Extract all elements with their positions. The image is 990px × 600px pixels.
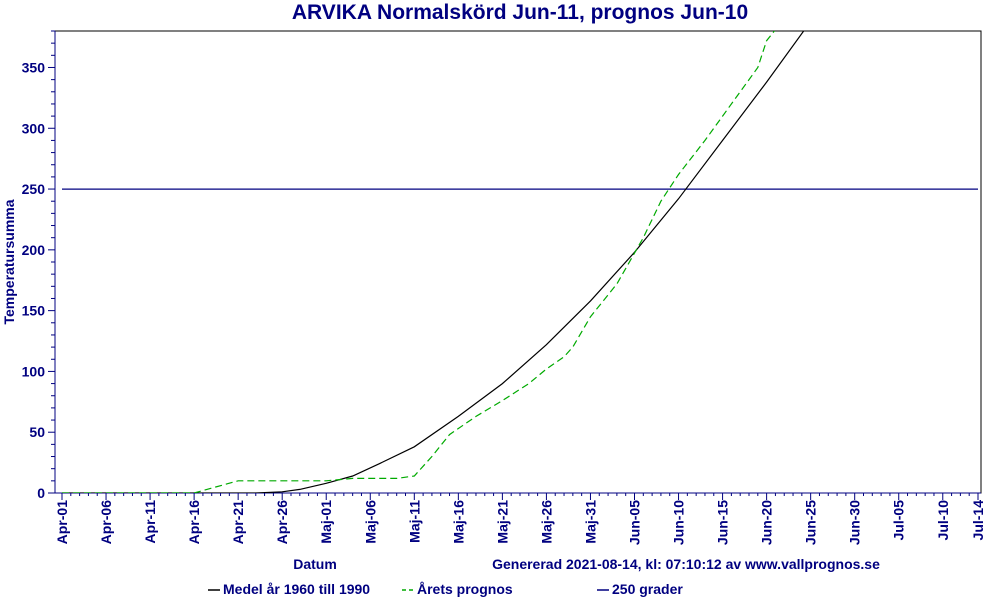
y-axis-label: Temperatursumma — [1, 199, 17, 324]
x-tick-label: Maj-16 — [450, 500, 466, 544]
x-tick-label: Apr-11 — [142, 500, 158, 544]
series-line-0 — [62, 31, 805, 493]
x-tick-label: Jun-10 — [671, 500, 687, 545]
y-tick-label: 350 — [22, 59, 46, 75]
series-layer — [62, 31, 978, 493]
x-tick-label: Jul-10 — [935, 500, 951, 541]
x-tick-label: Apr-26 — [274, 500, 290, 545]
x-tick-label: Jun-25 — [803, 500, 819, 545]
x-tick-label: Jul-05 — [891, 500, 907, 541]
x-tick-label: Apr-21 — [230, 500, 246, 545]
legend-label-1: Årets prognos — [417, 581, 513, 597]
y-tick-label: 150 — [22, 303, 46, 319]
x-tick-label: Jun-20 — [759, 500, 775, 545]
y-tick-label: 100 — [22, 363, 46, 379]
y-tick-label: 300 — [22, 120, 46, 136]
x-tick-label: Maj-06 — [362, 500, 378, 544]
x-tick-label: Apr-06 — [98, 500, 114, 545]
y-tick-label: 250 — [22, 181, 46, 197]
footer-text: Genererad 2021-08-14, kl: 07:10:12 av ww… — [492, 556, 880, 572]
x-tick-label: Maj-01 — [318, 500, 334, 544]
x-tick-label: Maj-26 — [538, 500, 554, 544]
x-tick-label: Jun-30 — [847, 500, 863, 545]
y-axis: 0 50 100 150 200 250 300 350 — [22, 30, 56, 501]
x-tick-label: Maj-11 — [406, 500, 422, 543]
x-tick-label: Maj-31 — [582, 500, 598, 544]
x-tick-label: Jun-15 — [715, 500, 731, 545]
y-tick-label: 0 — [37, 485, 45, 501]
legend: Medel år 1960 till 1990 Årets prognos 250 … — [208, 581, 683, 597]
y-tick-label: 50 — [29, 424, 45, 440]
series-line-1 — [62, 31, 776, 493]
y-tick-label: 200 — [22, 242, 46, 258]
x-tick-label: Apr-16 — [186, 500, 202, 545]
x-axis: Apr-01 Apr-06 Apr-11 Apr-16 Apr-21 Apr-26 Maj-… — [54, 492, 986, 545]
x-tick-label: Jun-05 — [627, 500, 643, 545]
legend-label-0: Medel år 1960 till 1990 — [223, 581, 370, 597]
legend-label-2: 250 grader — [612, 581, 683, 597]
x-tick-label: Apr-01 — [54, 500, 70, 545]
chart-title: ARVIKA Normalskörd Jun-11, prognos Jun-1… — [292, 1, 748, 24]
plot-area — [54, 30, 982, 494]
x-axis-label: Datum — [293, 556, 337, 572]
x-tick-label: Jul-14 — [970, 500, 986, 541]
x-tick-label: Maj-21 — [494, 500, 510, 544]
